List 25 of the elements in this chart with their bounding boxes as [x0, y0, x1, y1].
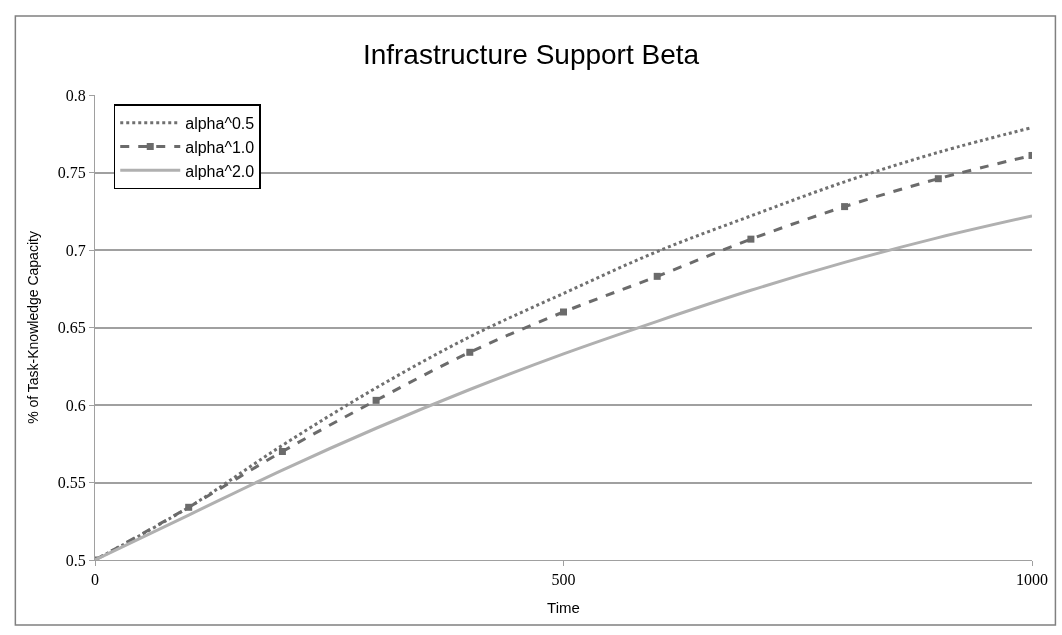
x-tick-label: 0: [91, 571, 99, 589]
legend-label: alpha^0.5: [185, 114, 255, 132]
point: [466, 348, 474, 356]
point: [934, 175, 942, 183]
x-axis-title: Time: [547, 599, 580, 617]
point: [278, 448, 286, 455]
point: [841, 203, 849, 211]
y-tick-label: 0.6: [65, 396, 86, 414]
legend-label: alpha^1.0: [185, 138, 255, 156]
point: [747, 235, 755, 243]
y-tick-label: 0.65: [57, 319, 86, 337]
x-tick-label: 500: [551, 571, 576, 589]
y-axis-title: % of Task-Knowledge Capacity: [25, 231, 42, 424]
y-tick-label: 0.8: [65, 86, 86, 104]
point: [653, 272, 661, 280]
y-tick-label: 0.75: [57, 164, 86, 182]
y-tick-label: 0.7: [65, 241, 86, 259]
chart-title: Infrastructure Support Beta: [362, 39, 700, 71]
legend-label: alpha^2.0: [185, 162, 255, 180]
y-tick-label: 0.55: [57, 474, 86, 492]
point: [372, 396, 380, 404]
y-tick-label: 0.5: [65, 551, 86, 569]
point: [560, 308, 567, 316]
point: [185, 503, 193, 511]
x-tick-label: 1000: [1016, 571, 1048, 589]
